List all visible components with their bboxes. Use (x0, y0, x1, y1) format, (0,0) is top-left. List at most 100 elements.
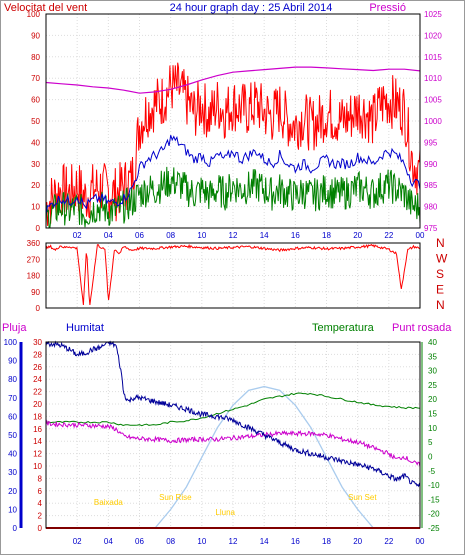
direction-tick-label: 360 (27, 239, 41, 248)
graph-title: 24 hour graph day : 25 Abril 2014 (170, 2, 333, 14)
temperature-tick-label: 40 (428, 338, 437, 347)
wind-axes: 0102030405060708090100975980985990995100… (27, 10, 443, 240)
rain-tick-label: 28 (33, 350, 42, 359)
dewpoint-label: Punt rosada (392, 322, 452, 334)
rain-tick-label: 24 (33, 375, 42, 384)
temperature-tick-label: -5 (428, 467, 436, 476)
pressure-tick-label: 1005 (424, 96, 442, 105)
rain-tick-label: 8 (38, 474, 43, 483)
compass-label: W (436, 252, 448, 266)
direction-tick-label: 270 (27, 255, 41, 264)
rain-tick-label: 30 (33, 338, 42, 347)
direction-tick-label: 180 (27, 272, 41, 281)
rain-tick-label: 0 (38, 524, 43, 533)
rain-tick-label: 26 (33, 363, 42, 372)
rain-tick-label: 16 (33, 425, 42, 434)
temperature-tick-label: 0 (428, 452, 433, 461)
climate-annotations: BaixadaSun RiseLlunaSun Set (94, 493, 377, 517)
humidity-tick-label: 10 (8, 505, 17, 514)
wind-x-tick-label: 10 (197, 231, 206, 240)
rain-tick-label: 10 (33, 462, 42, 471)
rain-tick-label: 12 (33, 450, 42, 459)
pressure-tick-label: 1020 (424, 31, 442, 40)
wind-left-tick-label: 40 (31, 138, 40, 147)
wind-left-tick-label: 30 (31, 160, 40, 169)
humidity-tick-label: 0 (13, 524, 18, 533)
wind-left-tick-label: 0 (36, 224, 41, 233)
compass-label: N (436, 298, 445, 312)
climate-x-tick-label: 10 (197, 537, 206, 546)
humidity-tick-label: 30 (8, 468, 17, 477)
wind-left-tick-label: 100 (27, 10, 41, 19)
pressure-label: Pressió (369, 2, 406, 14)
compass-label: N (436, 236, 445, 250)
pressure-tick-label: 995 (424, 138, 438, 147)
pressure-tick-label: 1010 (424, 74, 442, 83)
temperature-tick-label: 10 (428, 424, 437, 433)
humidity-tick-label: 70 (8, 394, 17, 403)
series-solar-line (155, 387, 373, 528)
direction-grid (46, 243, 420, 308)
wind-x-tick-label: 04 (104, 231, 113, 240)
climate-x-tick-label: 06 (135, 537, 144, 546)
wind-left-tick-label: 90 (31, 31, 40, 40)
wind-left-tick-label: 60 (31, 96, 40, 105)
wind-left-tick-label: 80 (31, 53, 40, 62)
temperature-tick-label: 20 (428, 395, 437, 404)
climate-x-tick-label: 04 (104, 537, 113, 546)
compass-label: S (436, 267, 444, 281)
rain-tick-label: 6 (38, 487, 43, 496)
humidity-tick-label: 60 (8, 412, 17, 421)
pressure-tick-label: 1025 (424, 10, 442, 19)
pressure-tick-label: 985 (424, 181, 438, 190)
wind-left-tick-label: 50 (31, 117, 40, 126)
humidity-tick-label: 20 (8, 487, 17, 496)
humidity-tick-label: 90 (8, 357, 17, 366)
wind-left-tick-label: 10 (31, 203, 40, 212)
climate-x-tick-label: 02 (73, 537, 82, 546)
temperature-tick-label: -15 (428, 495, 440, 504)
day-phase-annotation: Lluna (215, 508, 235, 517)
rain-label: Pluja (2, 322, 27, 334)
wind-x-tick-label: 00 (416, 231, 425, 240)
climate-x-tick-label: 00 (416, 537, 425, 546)
climate-x-tick-label: 20 (353, 537, 362, 546)
humidity-tick-label: 40 (8, 450, 17, 459)
day-phase-annotation: Sun Rise (159, 493, 192, 502)
wind-x-tick-label: 20 (353, 231, 362, 240)
rain-tick-label: 2 (38, 512, 43, 521)
climate-x-tick-label: 22 (384, 537, 393, 546)
rain-tick-label: 20 (33, 400, 42, 409)
rain-tick-label: 22 (33, 388, 42, 397)
temperature-tick-label: -25 (428, 524, 440, 533)
wind-panel: 0102030405060708090100975980985990995100… (27, 10, 443, 240)
direction-series (46, 245, 420, 305)
climate-x-tick-label: 18 (322, 537, 331, 546)
climate-x-tick-label: 08 (166, 537, 175, 546)
temperature-tick-label: 30 (428, 367, 437, 376)
pressure-tick-label: 980 (424, 203, 438, 212)
compass-label: E (436, 283, 444, 297)
rain-tick-label: 4 (38, 499, 43, 508)
temperature-tick-label: -10 (428, 481, 440, 490)
wind-x-tick-label: 06 (135, 231, 144, 240)
direction-tick-label: 90 (31, 288, 40, 297)
climate-panel: 0102030405060708090100024681012141618202… (4, 338, 440, 546)
wind-x-tick-label: 02 (73, 231, 82, 240)
temperature-label: Temperatura (312, 322, 375, 334)
wind-x-tick-label: 22 (384, 231, 393, 240)
wind-x-tick-label: 12 (229, 231, 238, 240)
wind-speed-label: Velocitat del vent (4, 2, 87, 14)
direction-tick-label: 0 (36, 304, 41, 313)
pressure-tick-label: 990 (424, 160, 438, 169)
pressure-tick-label: 975 (424, 224, 438, 233)
pressure-tick-label: 1015 (424, 53, 442, 62)
temperature-tick-label: -20 (428, 510, 440, 519)
day-phase-annotation: Sun Set (348, 493, 377, 502)
wind-x-tick-label: 18 (322, 231, 331, 240)
rain-tick-label: 18 (33, 412, 42, 421)
rain-tick-label: 14 (33, 437, 42, 446)
temperature-tick-label: 15 (428, 410, 437, 419)
wind-x-tick-label: 14 (260, 231, 269, 240)
